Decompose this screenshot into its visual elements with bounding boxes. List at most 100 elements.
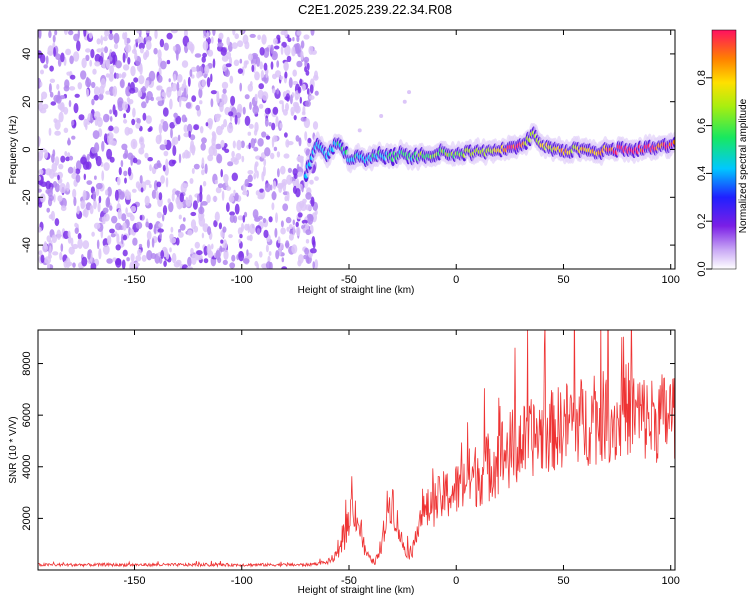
noise-speckle xyxy=(291,46,296,57)
noise-speckle xyxy=(194,53,202,58)
noise-speckle xyxy=(163,42,169,51)
noise-speckle xyxy=(187,229,193,236)
noise-speckle xyxy=(297,171,303,177)
chart-title: C2E1.2025.239.22.34.R08 xyxy=(298,2,452,17)
noise-speckle xyxy=(146,40,152,51)
noise-speckle xyxy=(124,44,132,53)
noise-speckle xyxy=(276,151,281,158)
noise-speckle xyxy=(63,127,69,133)
noise-speckle xyxy=(236,139,242,151)
noise-speckle xyxy=(297,155,304,160)
noise-speckle xyxy=(230,95,236,106)
noise-speckle xyxy=(73,33,80,42)
noise-speckle xyxy=(290,106,296,115)
noise-speckle xyxy=(93,199,97,210)
noise-speckle xyxy=(297,212,303,218)
noise-speckle xyxy=(234,114,238,125)
noise-speckle xyxy=(64,151,68,157)
noise-speckle xyxy=(244,178,249,187)
noise-speckle xyxy=(225,180,229,187)
noise-speckle xyxy=(137,35,144,44)
noise-speckle xyxy=(247,174,253,183)
noise-speckle xyxy=(109,109,112,115)
noise-speckle xyxy=(41,96,44,104)
noise-speckle xyxy=(199,100,203,105)
noise-speckle xyxy=(104,46,108,54)
spectrogram-image xyxy=(38,30,675,269)
noise-speckle xyxy=(256,170,259,179)
noise-speckle xyxy=(96,239,100,250)
noise-speckle xyxy=(244,94,250,100)
noise-speckle xyxy=(242,106,246,115)
noise-speckle xyxy=(57,195,63,202)
noise-speckle xyxy=(155,96,162,102)
x-tick-label: 0 xyxy=(453,274,459,286)
noise-speckle xyxy=(53,193,56,203)
noise-speckle xyxy=(112,54,116,66)
spectrogram-x-axis-label: Height of straight line (km) xyxy=(298,285,415,296)
noise-speckle xyxy=(117,208,122,220)
noise-speckle xyxy=(197,193,200,203)
noise-speckle xyxy=(280,182,285,188)
noise-speckle xyxy=(52,172,59,177)
noise-speckle xyxy=(95,187,100,197)
noise-speckle xyxy=(124,177,127,184)
noise-speckle xyxy=(402,99,407,104)
noise-speckle xyxy=(215,250,221,261)
noise-speckle xyxy=(231,172,238,182)
noise-speckle xyxy=(146,238,150,249)
noise-speckle xyxy=(50,101,57,106)
noise-speckle xyxy=(47,189,53,198)
noise-speckle xyxy=(258,83,265,90)
noise-speckle xyxy=(247,170,254,175)
noise-speckle xyxy=(263,158,267,167)
noise-speckle xyxy=(275,250,280,260)
noise-speckle xyxy=(86,153,90,162)
noise-speckle xyxy=(279,75,283,80)
noise-speckle xyxy=(156,85,161,91)
noise-speckle xyxy=(75,160,82,171)
noise-speckle xyxy=(285,102,289,112)
noise-speckle xyxy=(166,87,172,98)
noise-speckle xyxy=(38,175,42,181)
noise-speckle xyxy=(206,244,212,256)
noise-speckle xyxy=(101,47,105,53)
noise-speckle xyxy=(141,101,147,109)
noise-speckle xyxy=(117,100,124,112)
y-tick-label: 2000 xyxy=(21,506,33,530)
noise-speckle xyxy=(185,196,189,206)
noise-speckle xyxy=(100,35,103,46)
noise-speckle xyxy=(237,68,243,74)
noise-speckle xyxy=(38,136,41,147)
noise-speckle xyxy=(183,87,187,98)
noise-speckle xyxy=(116,233,120,245)
noise-speckle xyxy=(198,70,203,78)
noise-speckle xyxy=(199,126,204,134)
noise-speckle xyxy=(133,77,139,83)
noise-speckle xyxy=(144,152,149,159)
noise-speckle xyxy=(118,167,122,176)
noise-speckle xyxy=(109,228,115,234)
noise-speckle xyxy=(304,131,308,141)
noise-speckle xyxy=(186,41,194,50)
noise-speckle xyxy=(268,216,273,223)
noise-speckle xyxy=(54,119,61,131)
noise-speckle xyxy=(40,181,47,187)
noise-speckle xyxy=(74,168,81,175)
noise-speckle xyxy=(221,81,229,90)
noise-speckle xyxy=(44,149,48,159)
noise-speckle xyxy=(239,58,243,64)
noise-speckle xyxy=(85,78,92,88)
noise-speckle xyxy=(105,197,111,208)
noise-speckle xyxy=(69,55,74,65)
noise-speckle xyxy=(141,85,146,94)
noise-speckle xyxy=(201,232,205,239)
noise-speckle xyxy=(301,185,304,193)
noise-speckle xyxy=(219,101,224,113)
y-tick-label: -20 xyxy=(21,189,33,205)
noise-speckle xyxy=(94,61,101,67)
noise-speckle xyxy=(268,251,272,256)
noise-speckle xyxy=(237,215,244,221)
noise-speckle xyxy=(285,240,290,249)
noise-speckle xyxy=(235,153,242,160)
